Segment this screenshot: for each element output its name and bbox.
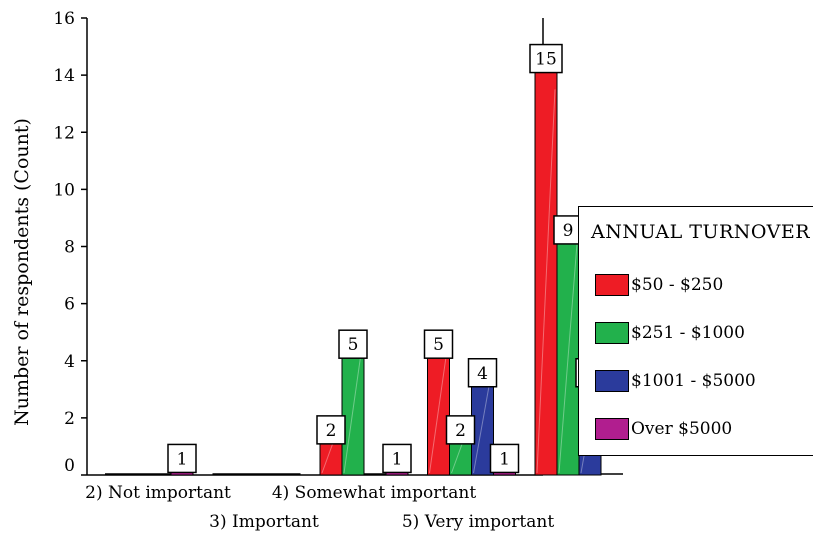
data-label: 5 xyxy=(348,335,359,355)
y-axis-label: Number of respondents (Count) xyxy=(11,118,33,426)
data-label: 2 xyxy=(455,421,466,441)
data-label-box xyxy=(338,329,368,359)
data-label: 2 xyxy=(326,421,337,441)
legend-item-series-2: $251 - $1000 xyxy=(595,321,745,345)
y-tick-label: 2 xyxy=(64,409,75,429)
bar-shine xyxy=(558,243,578,474)
data-label: 15 xyxy=(535,50,557,70)
legend-swatch-series-4 xyxy=(595,418,629,440)
data-label-box xyxy=(467,358,498,388)
data-label: 4 xyxy=(477,364,488,384)
y-tick-label: 8 xyxy=(64,238,75,258)
x-tick-label: 3) Important xyxy=(209,512,319,532)
chart-bars xyxy=(105,46,623,476)
legend-label-series-2: $251 - $1000 xyxy=(631,323,745,343)
y-tick-label: 6 xyxy=(64,295,75,315)
x-tick-label: 5) Very important xyxy=(402,512,554,532)
data-label: 1 xyxy=(499,449,510,469)
y-tick-label: 12 xyxy=(53,123,75,143)
bar-shine xyxy=(536,89,556,474)
legend-swatch-series-3 xyxy=(595,370,629,392)
data-label-box xyxy=(489,443,520,474)
y-tick-label: 16 xyxy=(53,9,75,29)
legend-label-series-1: $50 - $250 xyxy=(631,275,724,295)
data-label: 1 xyxy=(177,449,188,469)
data-label: 9 xyxy=(563,221,574,241)
data-label-box xyxy=(382,443,412,474)
x-tick-label: 4) Somewhat important xyxy=(272,483,477,503)
data-label: 5 xyxy=(433,335,444,355)
legend-item-series-1: $50 - $250 xyxy=(595,273,723,297)
data-label: 1 xyxy=(392,449,403,469)
legend-swatch-series-2 xyxy=(595,322,629,344)
bar-shine xyxy=(473,372,492,474)
data-label-box xyxy=(423,329,454,359)
x-tick-label: 2) Not important xyxy=(85,483,231,503)
legend-item-series-3: $1001 - $5000 xyxy=(595,369,756,393)
legend-label-series-4: Over $5000 xyxy=(631,419,733,439)
data-label-box xyxy=(167,443,197,474)
data-label-box xyxy=(529,43,563,74)
data-label-box xyxy=(316,415,346,445)
y-tick-label: 14 xyxy=(53,66,75,86)
legend-item-series-4: Over $5000 xyxy=(595,417,732,441)
y-tick-label: 10 xyxy=(53,180,75,200)
y-tick-label: 0 xyxy=(64,456,75,476)
legend: ANNUAL TURNOVER $50 - $250 $251 - $1000 … xyxy=(578,206,813,456)
bar-shine xyxy=(343,346,363,474)
legend-swatch-series-1 xyxy=(595,274,629,296)
bar-shine xyxy=(429,346,448,474)
y-tick-label: 4 xyxy=(64,352,75,372)
legend-title: ANNUAL TURNOVER xyxy=(591,221,811,243)
legend-label-series-3: $1001 - $5000 xyxy=(631,371,756,391)
data-label-box xyxy=(445,415,476,445)
